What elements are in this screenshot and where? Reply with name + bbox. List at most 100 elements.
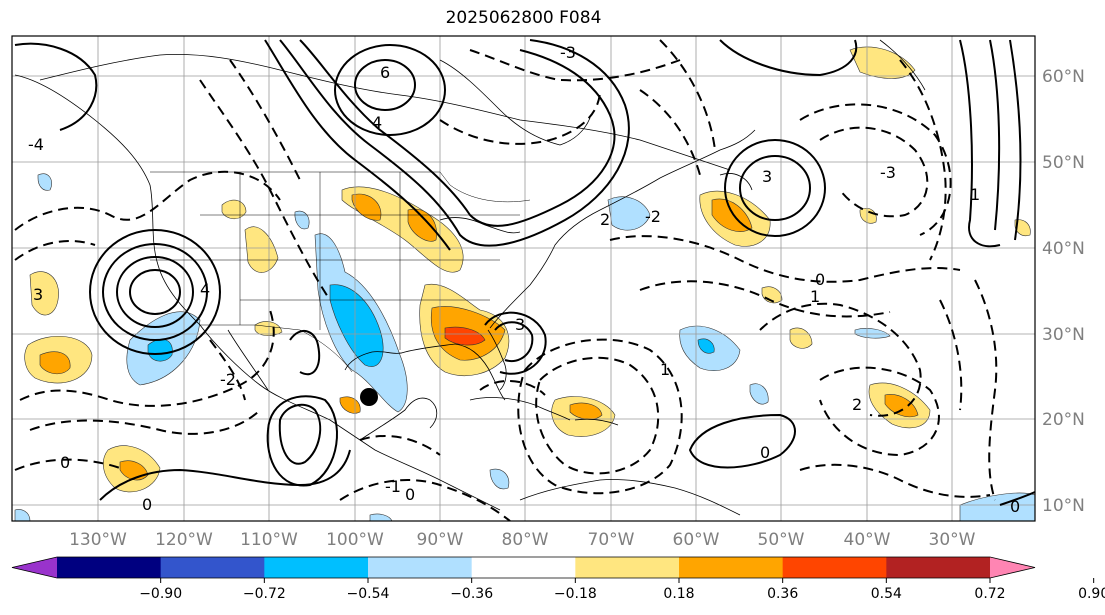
contour-label: 0 bbox=[60, 453, 70, 472]
shade-negative bbox=[147, 338, 173, 362]
contour-mexico-dashed bbox=[209, 339, 246, 401]
contour-label: 3 bbox=[515, 315, 525, 334]
shade-negative bbox=[14, 509, 31, 521]
contour-label: 1 bbox=[660, 360, 670, 379]
colorbar-segment bbox=[679, 557, 784, 578]
colorbar-extension-high bbox=[990, 557, 1035, 578]
contour-atlantic bbox=[517, 338, 683, 495]
map-title: 2025062800 F084 bbox=[445, 8, 602, 28]
contour-atlantic bbox=[759, 302, 922, 417]
lon-label: 120°W bbox=[155, 530, 213, 550]
contour-high-west bbox=[102, 243, 208, 341]
contour-high-atlantic bbox=[739, 155, 811, 221]
contour-trough bbox=[29, 409, 261, 435]
contour-southeast-edge bbox=[999, 491, 1035, 506]
contour-mexico bbox=[289, 330, 320, 375]
colorbar-tick-label: 0.72 bbox=[974, 586, 1005, 602]
hudson-bay bbox=[439, 59, 591, 146]
contour-label: 4 bbox=[200, 280, 210, 299]
colorbar-segment bbox=[782, 557, 887, 578]
lat-label: 30°N bbox=[1042, 325, 1085, 345]
yucatan bbox=[359, 397, 438, 441]
shade-positive bbox=[884, 394, 919, 418]
north-america-west-coast bbox=[14, 74, 501, 511]
contour-label: 1 bbox=[810, 287, 820, 306]
contour-trough bbox=[229, 59, 301, 181]
contour-ridge bbox=[264, 39, 451, 251]
colorbar-outline bbox=[11, 556, 1036, 579]
contour-label: -4 bbox=[28, 135, 44, 154]
lon-label: 60°W bbox=[673, 530, 720, 550]
shade-positive bbox=[221, 199, 247, 220]
us-east-coast bbox=[489, 129, 756, 329]
contour-label: -3 bbox=[560, 43, 576, 62]
shade-positive bbox=[444, 326, 486, 346]
lon-label: 80°W bbox=[502, 530, 549, 550]
contour-trough bbox=[199, 79, 331, 301]
contours-negative bbox=[14, 39, 998, 521]
map-background bbox=[12, 36, 1035, 521]
contour-northeast bbox=[719, 39, 858, 77]
contour-atlantic bbox=[535, 356, 660, 475]
latitude-labels: 60°N 50°N 40°N 30°N 20°N 10°N bbox=[1042, 67, 1085, 516]
greenland-south bbox=[879, 39, 926, 91]
contour-high-atlantic bbox=[724, 139, 826, 237]
contour-atlantic bbox=[819, 126, 929, 218]
shade-negative bbox=[607, 196, 651, 231]
contour-gulf-high bbox=[484, 311, 547, 375]
location-marker bbox=[360, 388, 378, 406]
contour-east-edge bbox=[959, 39, 1001, 248]
colorbar-extension-low bbox=[12, 557, 57, 578]
shade-positive bbox=[244, 226, 279, 273]
colorbar-tick-label: −0.72 bbox=[243, 586, 286, 602]
shade-negative bbox=[749, 383, 769, 405]
shade-positive bbox=[789, 327, 813, 349]
colorbar-segment bbox=[886, 557, 991, 578]
contour-atlantic bbox=[819, 366, 940, 457]
lon-label: 70°W bbox=[588, 530, 635, 550]
contour-trough bbox=[359, 434, 441, 456]
contour-east-edge bbox=[989, 39, 1001, 231]
shade-negative bbox=[489, 468, 510, 490]
lon-label: 100°W bbox=[326, 530, 384, 550]
contour-east-edge bbox=[1009, 39, 1022, 241]
map-frame bbox=[11, 35, 1036, 522]
colorbar-tick-label: −0.36 bbox=[450, 586, 493, 602]
lon-label: 130°W bbox=[69, 530, 127, 550]
shade-positive bbox=[254, 321, 283, 336]
colorbar: −0.90 −0.72 −0.54 −0.36 −0.18 0.18 0.36 0.54 0.7… bbox=[11, 556, 1105, 602]
contour-east bbox=[974, 279, 998, 501]
lat-label: 40°N bbox=[1042, 239, 1085, 259]
contour-gulf-high bbox=[494, 321, 534, 363]
south-america-north bbox=[519, 479, 741, 516]
contour-label: -2 bbox=[220, 370, 236, 389]
contour-north bbox=[639, 89, 701, 176]
lat-label: 20°N bbox=[1042, 410, 1085, 430]
lat-label: 10°N bbox=[1042, 496, 1085, 516]
lon-label: 30°W bbox=[929, 530, 976, 550]
contour-mexico bbox=[278, 403, 322, 465]
colorbar-tick-label: 0.18 bbox=[663, 586, 694, 602]
contour-atlantic bbox=[799, 463, 991, 498]
contour-label: -3 bbox=[880, 163, 896, 182]
shade-negative bbox=[854, 328, 891, 339]
baja-california bbox=[227, 329, 269, 391]
colorbar-segment bbox=[368, 557, 473, 578]
lat-label: 50°N bbox=[1042, 153, 1085, 173]
shade-positive bbox=[407, 208, 437, 242]
contour-label: 6 bbox=[380, 63, 390, 82]
contour-north bbox=[439, 89, 601, 145]
contour-high-west bbox=[116, 256, 194, 328]
shade-positive bbox=[29, 271, 59, 316]
shade-positive bbox=[569, 402, 603, 420]
contour-high-north bbox=[354, 59, 416, 111]
us-mexico-border bbox=[200, 324, 353, 373]
contour-caribbean bbox=[479, 379, 546, 396]
colorbar-segment bbox=[264, 557, 369, 578]
contour-ridge bbox=[279, 39, 630, 247]
contour-northwest bbox=[14, 42, 98, 131]
contour-atlantic bbox=[639, 280, 891, 318]
gulf-coast bbox=[344, 343, 506, 401]
shade-negative bbox=[294, 210, 310, 230]
